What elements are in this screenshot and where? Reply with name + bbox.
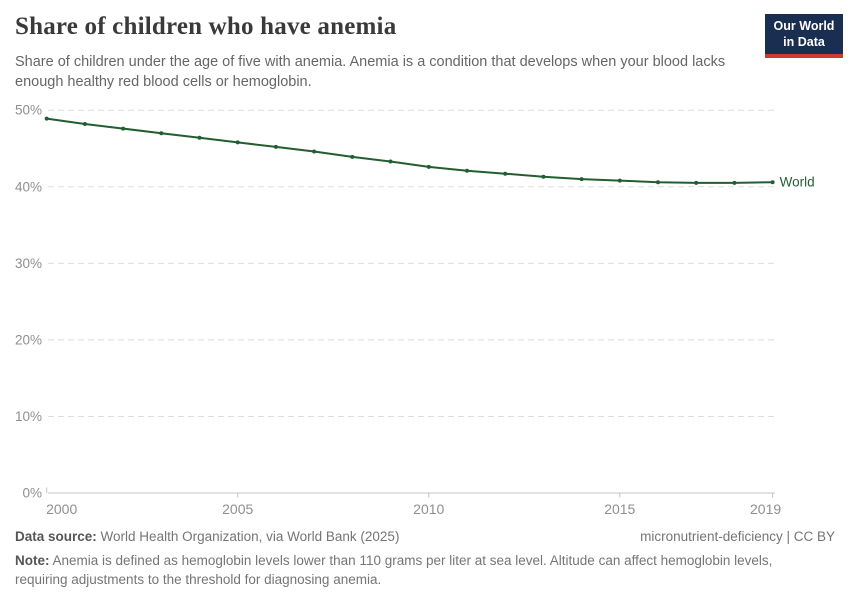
owid-logo-line1: Our World	[773, 19, 835, 33]
note-label: Note:	[15, 553, 50, 568]
data-point-2011[interactable]	[465, 168, 469, 173]
data-point-2001[interactable]	[82, 122, 87, 126]
y-axis-tick-label: 30%	[15, 256, 42, 271]
data-point-2009[interactable]	[388, 159, 393, 164]
x-axis-tick-label: 2015	[604, 501, 635, 517]
data-point-2014[interactable]	[579, 177, 584, 182]
data-point-2008[interactable]	[350, 154, 355, 159]
data-point-2017[interactable]	[694, 180, 699, 185]
y-axis-tick-label: 50%	[15, 103, 42, 118]
data-point-2019[interactable]	[770, 180, 775, 185]
y-axis-tick-label: 10%	[15, 409, 42, 424]
chart-subtitle: Share of children under the age of five …	[15, 54, 726, 90]
data-source-label: Data source:	[15, 529, 97, 544]
license-link[interactable]: micronutrient-deficiency | CC BY	[640, 529, 835, 544]
data-source-line: Data source: World Health Organization, …	[15, 529, 399, 544]
data-point-2018[interactable]	[732, 180, 737, 185]
y-axis-tick-label: 20%	[15, 332, 42, 347]
chart-footer: Data source: World Health Organization, …	[15, 529, 835, 589]
data-point-2012[interactable]	[503, 171, 508, 176]
note-value: Anemia is defined as hemoglobin levels l…	[15, 553, 773, 588]
data-point-2013[interactable]	[541, 174, 546, 179]
data-source-value: World Health Organization, via World Ban…	[100, 529, 400, 544]
x-axis-tick-label: 2019	[750, 501, 781, 517]
line-series-world[interactable]	[46, 117, 773, 184]
x-axis-tick-label: 2005	[222, 501, 253, 517]
owid-logo-line2: in Data	[783, 34, 825, 49]
owid-logo[interactable]: Our World in Data	[765, 14, 843, 59]
data-point-2003[interactable]	[159, 131, 164, 136]
y-axis-tick-label: 0%	[22, 486, 42, 501]
data-point-2015[interactable]	[617, 178, 622, 183]
footer-note: Note: Anemia is defined as hemoglobin le…	[15, 551, 827, 589]
data-point-2004[interactable]	[197, 135, 202, 140]
data-point-2000[interactable]	[44, 116, 49, 121]
data-point-2010[interactable]	[426, 164, 431, 169]
data-point-2006[interactable]	[273, 144, 278, 149]
x-axis-tick-label: 2010	[413, 501, 444, 517]
series-label-world[interactable]: World	[780, 175, 815, 190]
data-point-2002[interactable]	[121, 126, 126, 131]
data-point-2005[interactable]	[235, 140, 240, 145]
x-axis-tick-label: 2000	[46, 501, 77, 517]
y-axis-tick-label: 40%	[15, 179, 42, 194]
data-point-2016[interactable]	[656, 180, 660, 185]
data-point-2007[interactable]	[312, 149, 317, 154]
page-title: Share of children who have anemia	[15, 13, 397, 40]
footer-source-row: Data source: World Health Organization, …	[15, 529, 835, 544]
